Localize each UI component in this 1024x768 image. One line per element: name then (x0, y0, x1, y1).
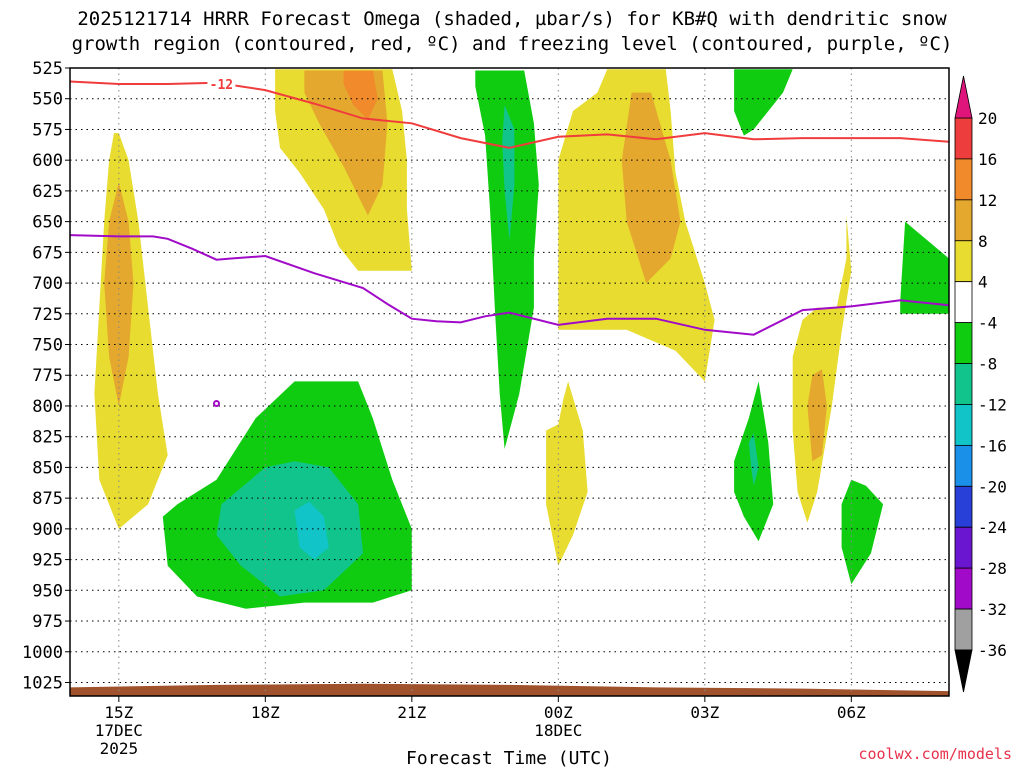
omega-region-12 (294, 501, 329, 560)
x-tick-year: 2025 (100, 739, 139, 758)
colorbar-band (954, 117, 973, 160)
y-tick-label: 575 (32, 120, 63, 140)
y-tick-label: 875 (32, 489, 63, 509)
colorbar-label: -20 (978, 477, 1007, 496)
colorbar-over-arrow (954, 75, 973, 119)
y-tick-label: 975 (32, 612, 63, 632)
contour-label-minus12: -12 (210, 78, 233, 93)
omega-region-15 (841, 479, 884, 585)
y-tick-label: 775 (32, 366, 63, 386)
colorbar-label: -32 (978, 600, 1007, 619)
omega-region-16 (900, 221, 949, 314)
omega-region-9 (734, 69, 793, 136)
colorbar-label: 4 (978, 273, 988, 292)
colorbar-label: 20 (978, 109, 997, 128)
omega-region-17 (546, 381, 588, 566)
y-tick-label: 800 (32, 397, 63, 417)
y-tick-label: 950 (32, 581, 63, 601)
terrain (70, 683, 949, 696)
y-tick-label: 550 (32, 90, 63, 110)
y-tick-label: 700 (32, 274, 63, 294)
colorbar: 20 16 12 8 4 -4 -8 -12 -16 -20 -24 -28 -32 -36 (954, 75, 1007, 693)
chart-title-line-1: 2025121714 HRRR Forecast Omega (shaded, … (77, 8, 947, 30)
y-tick-label: 1025 (22, 673, 63, 693)
y-tick-label: 625 (32, 182, 63, 202)
y-tick-label: 675 (32, 243, 63, 263)
x-tick-label: 00Z (544, 703, 573, 722)
colorbar-label: -8 (978, 355, 997, 374)
colorbar-under-arrow (954, 649, 973, 693)
x-tick-label: 06Z (837, 703, 866, 722)
y-tick-label: 850 (32, 458, 63, 478)
colorbar-label: -4 (978, 314, 997, 333)
credit-text: coolwx.com/models (858, 745, 1012, 763)
omega-region-19 (807, 369, 827, 462)
freezing-level-contour (70, 234, 949, 336)
colorbar-band (954, 240, 973, 283)
colorbar-label: -28 (978, 559, 1007, 578)
y-tick-label: 925 (32, 551, 63, 571)
colorbar-band (954, 526, 973, 569)
colorbar-band (954, 608, 973, 651)
omega-region-8 (621, 92, 681, 284)
y-tick-label: 750 (32, 336, 63, 356)
y-tick-label: 525 (32, 59, 63, 79)
colorbar-label: -12 (978, 395, 1007, 414)
y-tick-label: 825 (32, 428, 63, 448)
colorbar-label: 16 (978, 150, 997, 169)
y-tick-label: 900 (32, 520, 63, 540)
x-tick-label: 18Z (251, 703, 280, 722)
omega-region-14 (748, 433, 759, 486)
colorbar-band (954, 199, 973, 242)
x-axis-label: Forecast Time (UTC) (406, 748, 612, 768)
x-tick-date: 18DEC (534, 721, 582, 740)
omega-region-6 (502, 104, 515, 241)
colorbar-band (954, 322, 973, 364)
colorbar-band (954, 444, 973, 487)
omega-region-5 (475, 70, 539, 449)
colorbar-label: -24 (978, 518, 1007, 537)
omega-region-4 (343, 70, 378, 120)
freezing-level-spot (213, 400, 220, 408)
y-tick-label: 600 (32, 151, 63, 171)
y-tick-label: 650 (32, 213, 63, 233)
plot-frame (69, 67, 950, 697)
colorbar-band (954, 567, 973, 610)
x-tick-date: 17DEC (95, 721, 143, 740)
terrain-fill (70, 683, 949, 696)
x-tick-label: 03Z (690, 703, 719, 722)
colorbar-band (954, 363, 973, 405)
y-tick-label: 1000 (22, 643, 63, 663)
colorbar-band (954, 158, 973, 201)
x-tick-label: 21Z (397, 703, 426, 722)
colorbar-band (954, 485, 973, 528)
contour-label-group: -12 (207, 76, 236, 93)
colorbar-label: -16 (978, 436, 1007, 455)
omega-region-11 (216, 461, 363, 597)
y-tick-label: 725 (32, 305, 63, 325)
y-axis: 525 550 575 600 625 650 675 700 725 750 775 800 825 8… (22, 59, 70, 693)
colorbar-band (954, 281, 973, 324)
chart-title-line-2: growth region (contoured, red, ºC) and f… (71, 33, 953, 55)
gridlines (70, 67, 949, 696)
contour-label-background (207, 76, 236, 91)
colorbar-label: 12 (978, 191, 997, 210)
colorbar-label: 8 (978, 232, 988, 251)
colorbar-band (954, 404, 973, 446)
colorbar-label: -36 (978, 641, 1007, 660)
x-tick-label: 15Z (104, 703, 133, 722)
